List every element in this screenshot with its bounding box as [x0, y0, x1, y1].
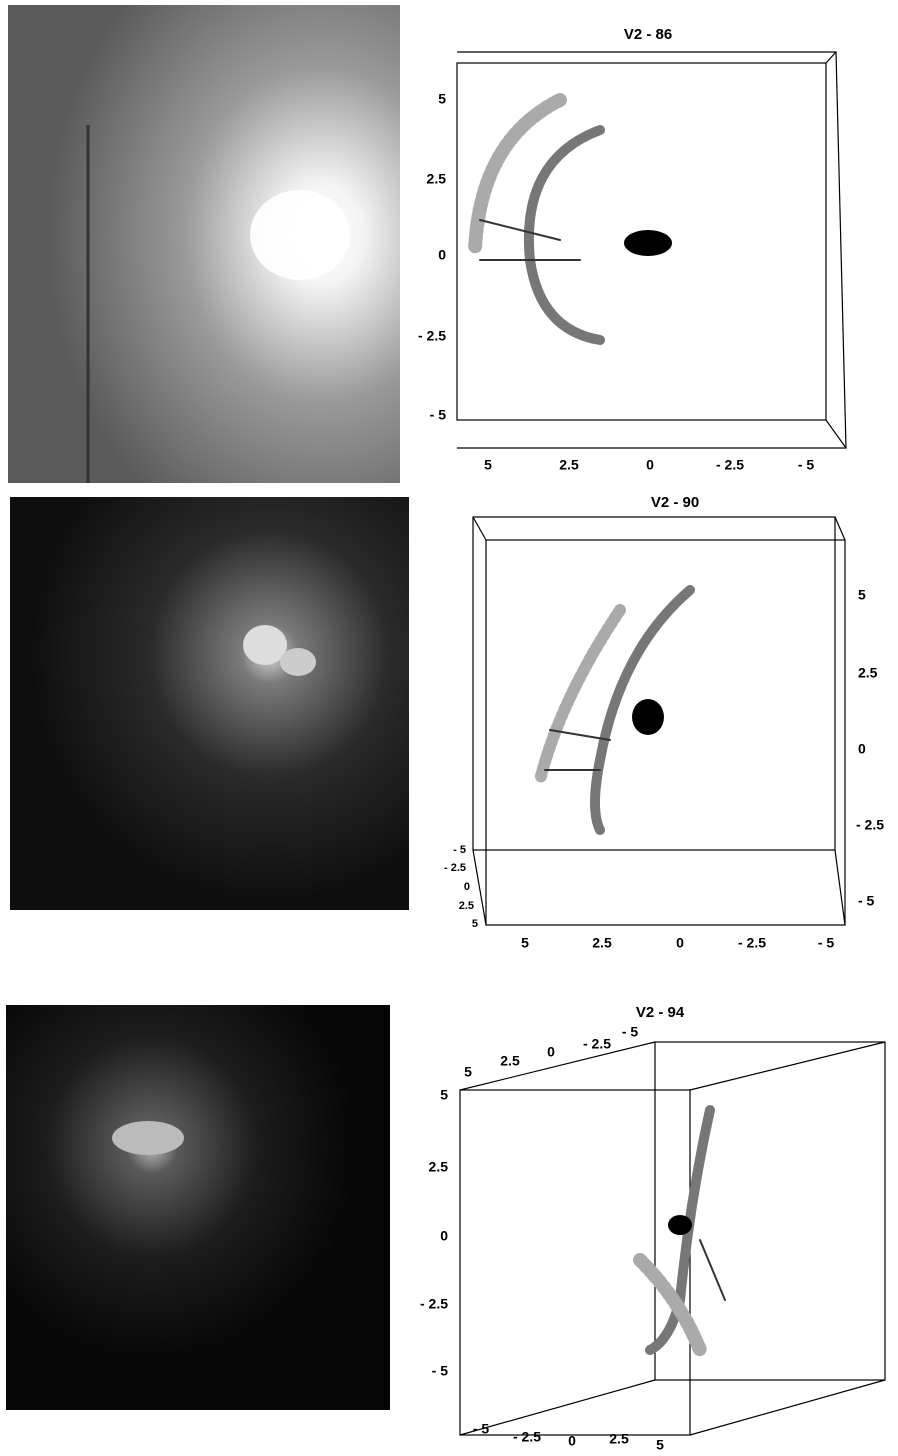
- y-tick-label: - 5: [432, 1363, 449, 1379]
- photo-2: [10, 497, 409, 910]
- x-tick-label: - 5: [798, 457, 815, 473]
- photo-3: [6, 1005, 390, 1410]
- y-tick-label: - 2.5: [856, 817, 884, 833]
- y-tick-label: 0: [440, 1228, 448, 1244]
- plot-title: V2 - 94: [636, 1004, 685, 1021]
- x-tick-label: 5: [656, 1437, 664, 1453]
- x-tick-label: 0: [568, 1433, 576, 1449]
- depth-tick-label: - 2.5: [583, 1036, 611, 1052]
- x-tick-label: 2.5: [609, 1431, 629, 1447]
- x-tick-label: 2.5: [559, 457, 579, 473]
- y-tick-label: - 2.5: [418, 328, 446, 344]
- depth-tick-label: 2.5: [459, 900, 474, 912]
- x-tick-label: - 2.5: [738, 935, 766, 951]
- x-tick-label: 5: [521, 935, 529, 951]
- x-tick-label: 2.5: [592, 935, 612, 951]
- y-tick-label: 5: [858, 587, 866, 603]
- depth-tick-label: - 5: [622, 1024, 639, 1040]
- x-tick-label: - 2.5: [513, 1429, 541, 1445]
- depth-tick-label: - 5: [453, 844, 466, 856]
- y-tick-label: 2.5: [429, 1159, 449, 1175]
- x-tick-label: - 5: [473, 1421, 490, 1437]
- y-tick-label: 5: [440, 1087, 448, 1103]
- y-tick-label: - 5: [430, 407, 447, 423]
- x-tick-label: 5: [484, 457, 492, 473]
- depth-tick-label: 0: [464, 881, 470, 893]
- depth-tick-label: 5: [464, 1064, 472, 1080]
- point-cloud-2: [540, 590, 690, 830]
- x-tick-label: 0: [646, 457, 654, 473]
- photo-1: [8, 5, 400, 483]
- depth-tick-label: - 2.5: [444, 862, 466, 874]
- depth-tick-label: 2.5: [500, 1053, 520, 1069]
- point-cloud-3: [640, 1110, 725, 1350]
- depth-tick-label: 5: [472, 918, 478, 930]
- x-tick-label: - 2.5: [716, 457, 744, 473]
- x-tick-label: - 5: [818, 935, 835, 951]
- y-tick-label: 0: [858, 741, 866, 757]
- y-tick-label: 2.5: [427, 171, 447, 187]
- y-tick-label: - 5: [858, 893, 875, 909]
- plot-title: V2 - 90: [651, 494, 699, 511]
- plot-box-3: [460, 1042, 885, 1435]
- y-tick-label: 0: [438, 247, 446, 263]
- y-tick-label: - 2.5: [420, 1296, 448, 1312]
- plot-title: V2 - 86: [624, 26, 672, 43]
- depth-tick-label: 0: [547, 1044, 555, 1060]
- figure: V2 - 86 5 2.5 0 - 2.5 - 5 5 2.5 0 - 2.5 - 5 V2 - 90…: [0, 0, 898, 1456]
- y-tick-label: 5: [438, 91, 446, 107]
- x-tick-label: 0: [676, 935, 684, 951]
- y-tick-label: 2.5: [858, 665, 878, 681]
- point-cloud-1: [475, 100, 672, 340]
